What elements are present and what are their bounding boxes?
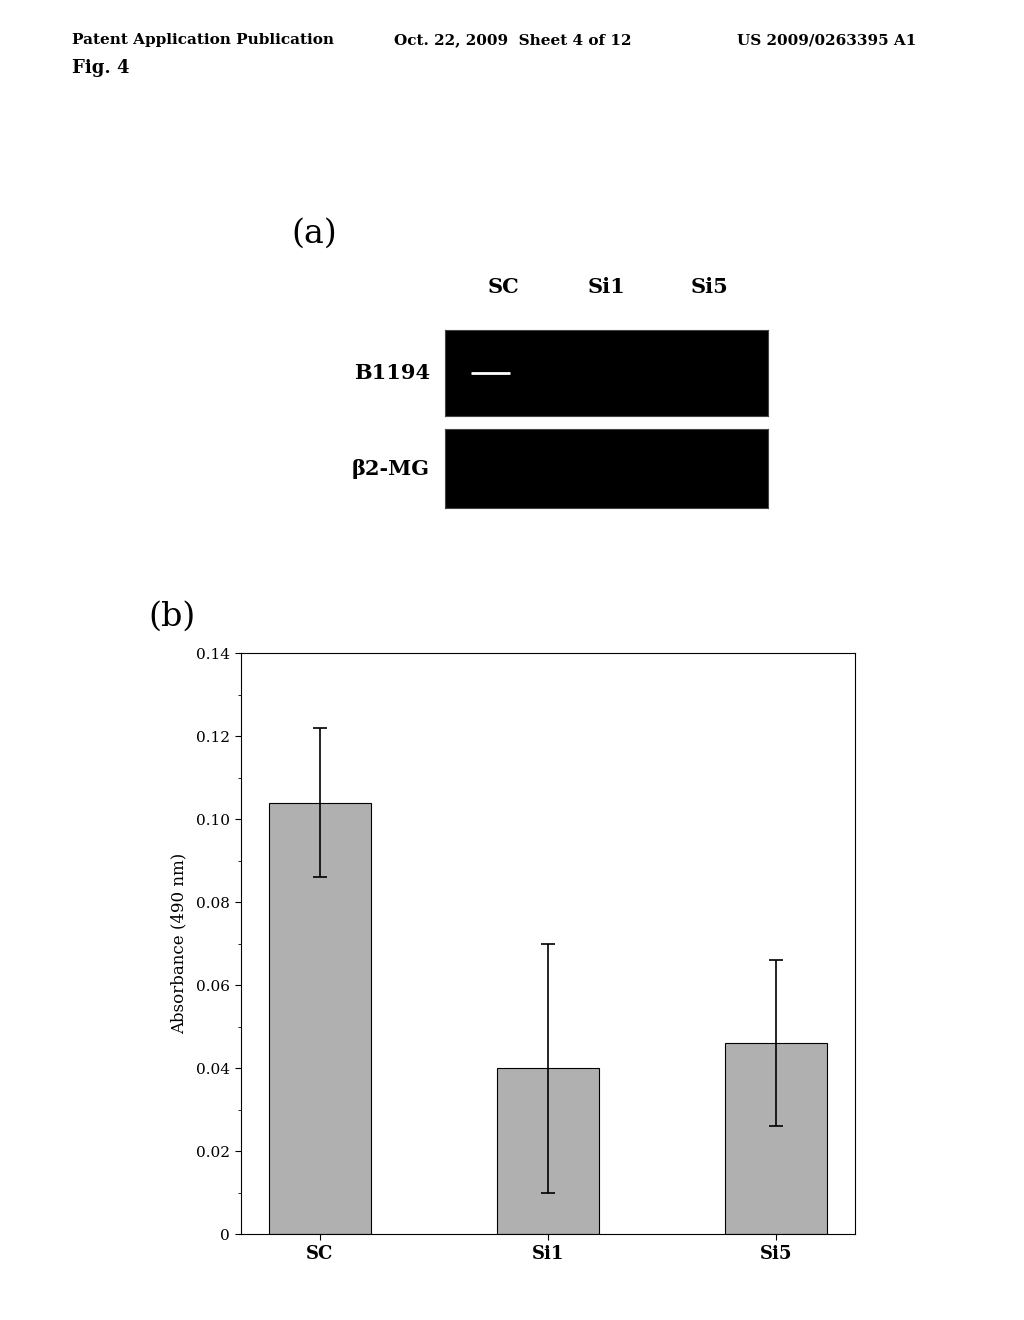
Text: SC: SC [487, 277, 519, 297]
Text: (a): (a) [292, 218, 338, 249]
Text: US 2009/0263395 A1: US 2009/0263395 A1 [737, 33, 916, 48]
Text: Si1: Si1 [588, 277, 626, 297]
Text: Fig. 4: Fig. 4 [72, 59, 129, 78]
Y-axis label: Absorbance (490 nm): Absorbance (490 nm) [171, 853, 187, 1035]
Text: Oct. 22, 2009  Sheet 4 of 12: Oct. 22, 2009 Sheet 4 of 12 [394, 33, 632, 48]
Text: Patent Application Publication: Patent Application Publication [72, 33, 334, 48]
Text: Si5: Si5 [691, 277, 729, 297]
Bar [725, 1043, 827, 1234]
Bar [497, 1068, 599, 1234]
Text: β2-MG: β2-MG [352, 458, 430, 479]
Text: (b): (b) [148, 601, 196, 632]
Bar [268, 803, 371, 1234]
Text: B1194: B1194 [354, 363, 430, 383]
